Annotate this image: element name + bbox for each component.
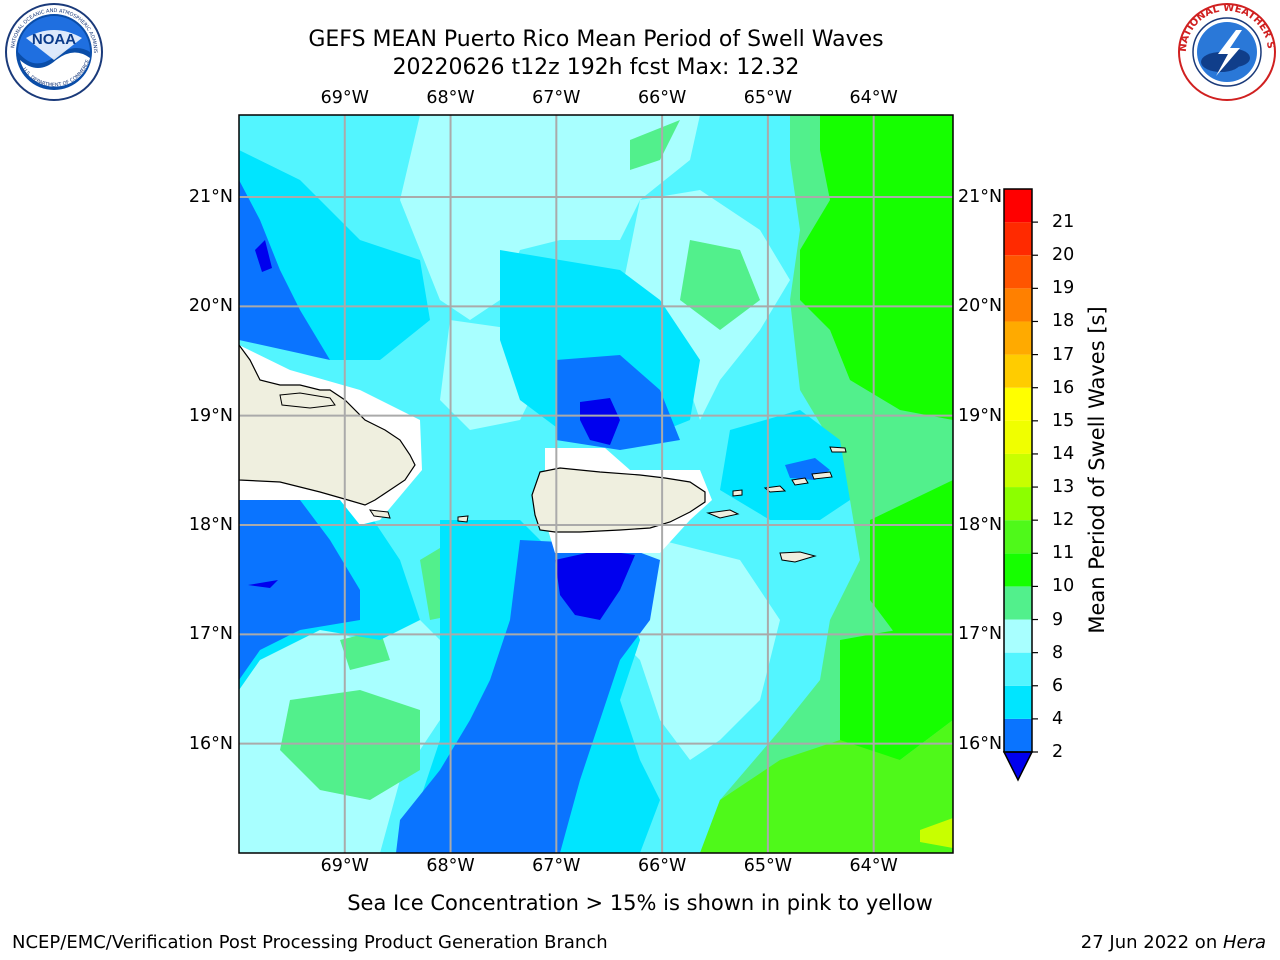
colorbar-segment: [1004, 222, 1032, 256]
graticule: [239, 115, 953, 853]
colorbar-tick-label: 2: [1052, 742, 1064, 762]
colorbar-tick-label: 8: [1052, 642, 1064, 663]
longitude-tick-label-bottom: 64°W: [849, 856, 898, 876]
colorbar-tick-label: 16: [1052, 377, 1075, 398]
latitude-tick-label-right: 16°N: [958, 733, 1003, 754]
latitude-tick-label-right: 18°N: [958, 515, 1003, 535]
colorbar-tick-label: 13: [1052, 477, 1075, 498]
colorbar-title: Mean Period of Swell Waves [s]: [1085, 306, 1109, 634]
nws-logo: NATIONAL WEATHER SERVICE: [1176, 2, 1276, 101]
colorbar-tick-label: 11: [1052, 543, 1075, 564]
colorbar-segment: [1004, 586, 1032, 620]
latitude-tick-label-right: 19°N: [958, 405, 1003, 426]
footer-credit: NCEP/EMC/Verification Post Processing Pr…: [12, 932, 608, 953]
footer-date: 27 Jun 2022 on Hera: [1081, 932, 1266, 953]
longitude-tick-label-bottom: 68°W: [426, 856, 475, 876]
colorbar-tick-label: 19: [1052, 278, 1075, 299]
colorbar-tick-label: 17: [1052, 344, 1075, 365]
colorbar-segment: [1004, 420, 1032, 454]
latitude-tick-label-left: 18°N: [188, 515, 233, 535]
latitude-tick-label-left: 16°N: [188, 733, 233, 754]
colorbar-segment: [1004, 189, 1032, 223]
latitude-tick-label-right: 21°N: [958, 187, 1003, 207]
colorbar-tick-label: 18: [1052, 311, 1075, 332]
longitude-tick-label-top: 69°W: [320, 88, 369, 108]
map-frame: [238, 114, 954, 854]
colorbar-tick-label: 4: [1052, 708, 1064, 729]
colorbar-tick-label: 15: [1052, 410, 1075, 431]
colorbar-tick-label: 9: [1052, 609, 1064, 630]
latitude-tick-label-left: 19°N: [188, 405, 233, 426]
longitude-tick-label-bottom: 66°W: [637, 856, 687, 876]
longitude-tick-label-top: 68°W: [426, 88, 475, 108]
colorbar-segment: [1004, 619, 1032, 653]
colorbar-segment: [1004, 387, 1032, 421]
colorbar-tick-label: 10: [1052, 576, 1075, 597]
colorbar-segment: [1004, 487, 1032, 521]
colorbar-segment: [1004, 520, 1032, 554]
latitude-tick-label-left: 20°N: [188, 296, 233, 317]
colorbar-segment: [1004, 652, 1032, 686]
latitude-tick-label-left: 17°N: [188, 624, 233, 645]
latitude-tick-label-right: 20°N: [958, 296, 1003, 317]
colorbar-tick-label: 6: [1052, 675, 1064, 696]
colorbar-segment: [1004, 354, 1032, 388]
contour-fill: [239, 115, 953, 853]
longitude-tick-label-top: 67°W: [532, 88, 581, 108]
latitude-tick-label-left: 21°N: [188, 187, 233, 207]
longitude-tick-label-bottom: 65°W: [743, 856, 793, 876]
longitude-tick-label-bottom: 69°W: [320, 856, 369, 876]
chart-title: GEFS MEAN Puerto Rico Mean Period of Swe…: [308, 27, 884, 52]
colorbar-segment: [1004, 255, 1032, 289]
footer-host: Hera: [1222, 932, 1266, 953]
colorbar-segment: [1004, 321, 1032, 355]
colorbar-frame: [1003, 188, 1033, 753]
chart-subtitle: 20220626 t12z 192h fcst Max: 12.32: [392, 55, 800, 80]
colorbar-segment: [1004, 718, 1032, 752]
colorbar-tick-label: 12: [1052, 510, 1075, 531]
colorbar-tick-label: 21: [1052, 212, 1075, 233]
colorbar-under-extension: [1002, 751, 1034, 782]
longitude-tick-label-top: 65°W: [743, 88, 793, 108]
noaa-text: NOAA: [32, 31, 76, 48]
footer-date-text: 27 Jun 2022 on: [1080, 932, 1223, 953]
latitude-tick-label-right: 17°N: [958, 624, 1003, 645]
colorbar-segment: [1004, 288, 1032, 322]
longitude-tick-label-top: 64°W: [849, 88, 898, 108]
colorbar-tick-label: 14: [1052, 443, 1075, 464]
longitude-tick-label-top: 66°W: [637, 88, 687, 108]
colorbar-segment: [1004, 453, 1032, 488]
colorbar-segment: [1004, 553, 1032, 587]
colorbar-tick-label: 20: [1052, 245, 1075, 266]
longitude-tick-label-bottom: 67°W: [532, 856, 581, 876]
colorbar-segment: [1004, 685, 1032, 719]
sea-ice-note: Sea Ice Concentration > 15% is shown in …: [347, 891, 933, 915]
noaa-logo: NOAA NATIONAL OCEANIC AND ATMOSPHERIC AD…: [4, 2, 103, 101]
